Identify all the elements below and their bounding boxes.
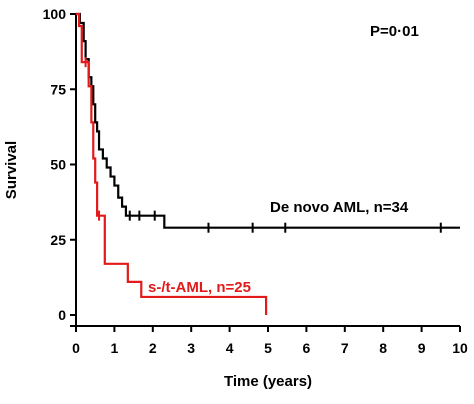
p-value-annotation: P=0·01 (370, 23, 419, 40)
series-layer (76, 12, 460, 315)
y-axis-ticks: 0 25 50 75 100 (43, 6, 76, 323)
x-tick-label: 6 (303, 340, 311, 356)
y-axis: 0 25 50 75 100 (43, 6, 77, 326)
x-tick-label: 5 (264, 340, 272, 356)
series-label-de-novo-aml: De novo AML, n=34 (270, 199, 409, 216)
x-tick-label: 2 (149, 340, 157, 356)
y-tick-label: 100 (43, 6, 67, 22)
x-tick-label: 1 (111, 340, 119, 356)
x-tick-label: 0 (72, 340, 80, 356)
y-tick-label: 0 (58, 307, 66, 323)
x-tick-label: 10 (452, 340, 468, 356)
y-tick-label: 50 (50, 157, 66, 173)
y-axis-title: Survival (3, 141, 20, 199)
x-tick-label: 8 (379, 340, 387, 356)
x-axis: 0 1 2 3 4 5 6 7 8 9 10 (70, 325, 468, 356)
y-tick-label: 75 (50, 81, 66, 97)
x-tick-label: 3 (187, 340, 195, 356)
de-novo-aml-survival-curve (76, 12, 460, 229)
x-tick-label: 4 (226, 340, 234, 356)
series-label-s-t-aml: s-/t-AML, n=25 (148, 279, 251, 296)
y-tick-label: 25 (50, 232, 66, 248)
x-axis-title: Time (years) (224, 373, 312, 390)
s-t-aml-survival-curve (76, 12, 268, 315)
x-tick-label: 7 (341, 340, 349, 356)
x-axis-ticks: 0 1 2 3 4 5 6 7 8 9 10 (72, 326, 468, 356)
x-tick-label: 9 (418, 340, 426, 356)
